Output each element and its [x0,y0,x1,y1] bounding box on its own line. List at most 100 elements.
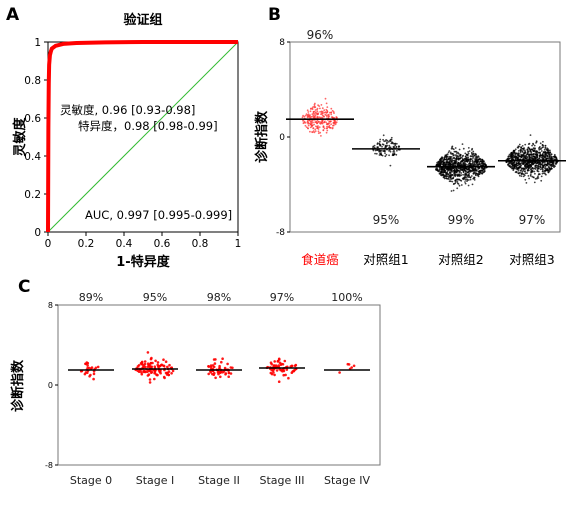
group-dot [330,111,333,114]
group-dot [471,155,474,158]
group-dot [536,177,538,180]
group-dot [328,122,330,125]
group-dot [312,127,315,130]
stage-dot [213,362,217,365]
group-dot [528,150,530,153]
group-dot [440,174,442,177]
group-dot [458,167,461,170]
group-dot [437,163,440,166]
stage-dot [223,366,227,370]
group-dot [512,155,514,157]
stage-dot [156,363,159,367]
group-dot [528,164,531,167]
group-dot [440,158,443,161]
stage-dot [89,367,93,370]
group-dot [464,163,467,166]
group-dot [451,145,454,148]
group-dot [384,140,387,142]
group-dot [482,171,484,173]
group-dot [332,122,335,124]
group-dot [319,131,322,134]
group-dot [467,156,470,159]
group-dot [544,145,547,147]
stage-dot [154,359,157,363]
stage-dot [352,364,356,368]
group-dot [528,153,531,156]
group-dot [317,125,319,127]
group-dot [548,155,551,158]
group-dot [475,156,478,159]
group-percents: 96% 95% 99% 97% [307,28,546,227]
stage-dot [276,360,280,363]
group-dot [320,113,322,116]
group-dot [522,153,524,156]
group-category-label: 对照组3 [509,252,554,267]
group-dot [446,156,448,159]
group-dot [445,177,448,180]
group-dot [459,156,462,159]
group-dot [484,163,487,166]
group-dot [472,169,475,172]
group-dot [524,143,527,146]
group-dot [305,126,308,128]
group-dot [536,151,538,154]
group-dot [310,108,312,110]
group-dot [321,113,324,115]
group-dot [327,114,329,116]
roc-y-tick-label: 0.6 [24,113,41,125]
group-dot [507,163,510,166]
group-dot [543,161,546,164]
group-dot [309,120,312,123]
group-dot [556,161,558,164]
group-dot [526,155,528,158]
group-dot [547,151,550,154]
group-dot [307,122,310,125]
group-dot [307,127,309,130]
stage-dot [141,363,144,366]
group-dot [537,151,540,154]
group-dot [336,116,338,119]
roc-x-tick-label: 0 [45,238,52,250]
stage-dot [216,371,220,374]
group-dot [317,132,320,135]
stage-percent-label: 89% [79,291,103,304]
group-dot [303,121,306,124]
stage-dot [84,362,87,366]
group-dot [331,127,334,129]
group-dot [521,170,524,173]
group-dot [527,175,530,177]
group-dot [445,158,448,161]
stage-dot [166,365,169,369]
group-dot [518,161,520,164]
group-dot [535,154,538,157]
group-dot [529,168,532,171]
group-dot [441,168,444,171]
group-dot [456,169,458,172]
group-dot [549,161,551,164]
group-dot [450,190,453,192]
group-dot [468,150,471,153]
stage-dot [146,351,150,354]
group-dot [469,178,472,181]
group-dot [539,148,542,151]
stage-dot [272,371,275,374]
stage-dot [142,370,146,374]
group-dot [442,170,445,173]
group-dot [392,151,395,153]
group-dot [550,165,553,168]
group-dot [454,147,457,149]
group-percent-label: 96% [307,28,334,42]
group-dot [374,149,377,152]
group-dot [374,152,376,155]
group-dot [461,168,464,171]
group-dot [473,163,476,165]
group-dot [513,155,516,158]
group-dot [531,167,534,169]
group-dot [518,143,521,146]
stage-dot [146,374,150,377]
group-dot [469,155,472,158]
group-dot [549,149,551,152]
group-dot [544,147,547,149]
group-dot [393,145,395,148]
group-dot [532,153,535,156]
